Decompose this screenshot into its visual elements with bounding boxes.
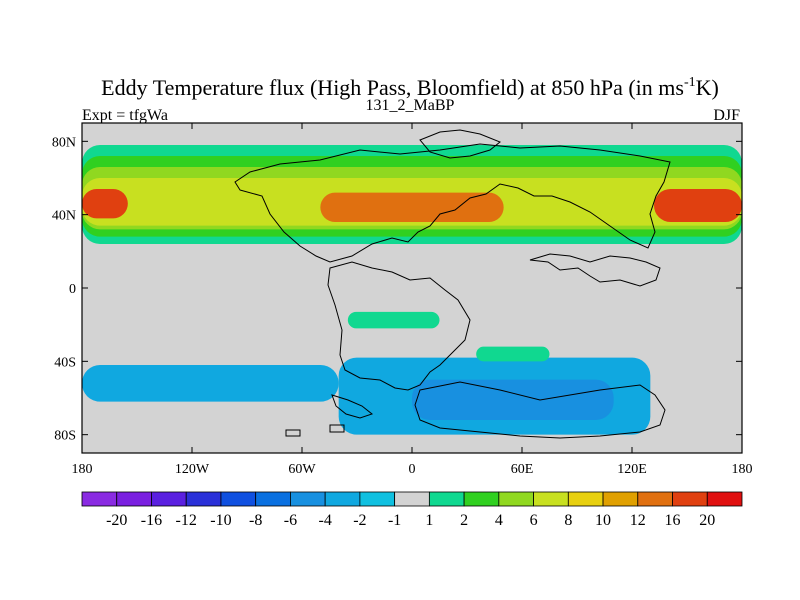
colorbar-box bbox=[498, 491, 534, 507]
x-tick-label: 0 bbox=[409, 462, 416, 477]
coastline-africa bbox=[414, 381, 666, 439]
colorbar-box bbox=[290, 491, 326, 507]
colorbar-box bbox=[394, 491, 430, 507]
colorbar-label: 8 bbox=[564, 512, 572, 529]
coastline-islands-east bbox=[529, 253, 661, 287]
y-tick-label: 40S bbox=[54, 355, 76, 370]
flux-region-atlantic-max bbox=[320, 192, 504, 222]
colorbar-box bbox=[428, 491, 465, 507]
colorbar-label: 2 bbox=[460, 512, 468, 529]
x-axis: 180 120W 60W 0 60E 120E 180 bbox=[72, 123, 753, 477]
coastline-patagonia bbox=[331, 394, 374, 419]
chart-title: Eddy Temperature flux (High Pass, Bloomf… bbox=[101, 75, 719, 100]
colorbar-label: -16 bbox=[141, 512, 162, 529]
coastline-south-america bbox=[327, 261, 471, 391]
flux-region-pacific-east-max bbox=[654, 189, 742, 222]
coastline-greenland bbox=[419, 129, 501, 159]
map-plot-area bbox=[81, 122, 743, 454]
flux-region-sh-indian-core bbox=[412, 379, 614, 420]
colorbar-label: -20 bbox=[106, 512, 127, 529]
chart-title-sup: -1 bbox=[684, 75, 696, 90]
coastline-small-islands bbox=[285, 424, 345, 437]
colorbar-box bbox=[116, 491, 152, 507]
y-axis: 80N 40N 0 40S 80S bbox=[52, 135, 742, 444]
colorbar-label: 10 bbox=[595, 512, 611, 529]
colorbar-box bbox=[567, 491, 604, 507]
colorbar: -20 -16 -12 -10 -8 -6 -4 -2 -1 1 2 4 6 8 10 12 16 20 bbox=[81, 491, 743, 529]
colorbar-label: -10 bbox=[210, 512, 231, 529]
colorbar-label: 12 bbox=[630, 512, 646, 529]
chart-title-main: Eddy Temperature flux (High Pass, Bloomf… bbox=[101, 75, 684, 100]
center-subtitle: 131_2_MaBP bbox=[366, 97, 455, 114]
flux-region-pacific-west-max bbox=[82, 189, 128, 219]
colorbar-box bbox=[637, 491, 673, 507]
colorbar-box bbox=[533, 491, 569, 507]
colorbar-label: -6 bbox=[284, 512, 297, 529]
coastline-eurasia bbox=[234, 143, 671, 263]
colorbar-box bbox=[151, 491, 187, 507]
colorbar-label: 1 bbox=[425, 512, 433, 529]
flux-region-indian-ocean-patch bbox=[476, 346, 550, 362]
flux-regions bbox=[82, 145, 742, 435]
x-tick-label: 60E bbox=[511, 462, 534, 477]
colorbar-label: -4 bbox=[318, 512, 331, 529]
colorbar-label: 16 bbox=[665, 512, 681, 529]
colorbar-label: -1 bbox=[388, 512, 401, 529]
x-tick-label: 120W bbox=[175, 462, 210, 477]
colorbar-label: -2 bbox=[353, 512, 366, 529]
y-tick-label: 80S bbox=[54, 429, 76, 444]
colorbar-box bbox=[359, 491, 396, 507]
x-tick-label: 60W bbox=[288, 462, 316, 477]
flux-region-tropical-atlantic-patch bbox=[347, 311, 440, 329]
colorbar-box bbox=[255, 491, 291, 507]
x-tick-label: 180 bbox=[72, 462, 93, 477]
colorbar-label: -8 bbox=[249, 512, 262, 529]
x-tick-label: 120E bbox=[617, 462, 647, 477]
colorbar-box bbox=[81, 491, 118, 507]
y-tick-label: 40N bbox=[52, 209, 76, 224]
coastline-outlines bbox=[234, 129, 671, 439]
left-subtitle: Expt = tfgWa bbox=[82, 107, 168, 124]
y-tick-label: 80N bbox=[52, 135, 76, 150]
colorbar-box bbox=[672, 491, 708, 507]
colorbar-box bbox=[463, 491, 500, 507]
chart-title-end: K) bbox=[696, 75, 719, 100]
y-tick-label: 0 bbox=[69, 282, 76, 297]
colorbar-box bbox=[185, 491, 222, 507]
flux-region-sh-atlantic-band bbox=[82, 365, 339, 402]
colorbar-box bbox=[706, 491, 743, 507]
colorbar-label: 4 bbox=[495, 512, 503, 529]
colorbar-label: 20 bbox=[699, 512, 715, 529]
colorbar-label: -12 bbox=[176, 512, 197, 529]
colorbar-label: 6 bbox=[530, 512, 538, 529]
colorbar-box bbox=[324, 491, 361, 507]
colorbar-box bbox=[220, 491, 257, 507]
colorbar-box bbox=[602, 491, 639, 507]
right-subtitle: DJF bbox=[713, 107, 740, 124]
x-tick-label: 180 bbox=[732, 462, 753, 477]
